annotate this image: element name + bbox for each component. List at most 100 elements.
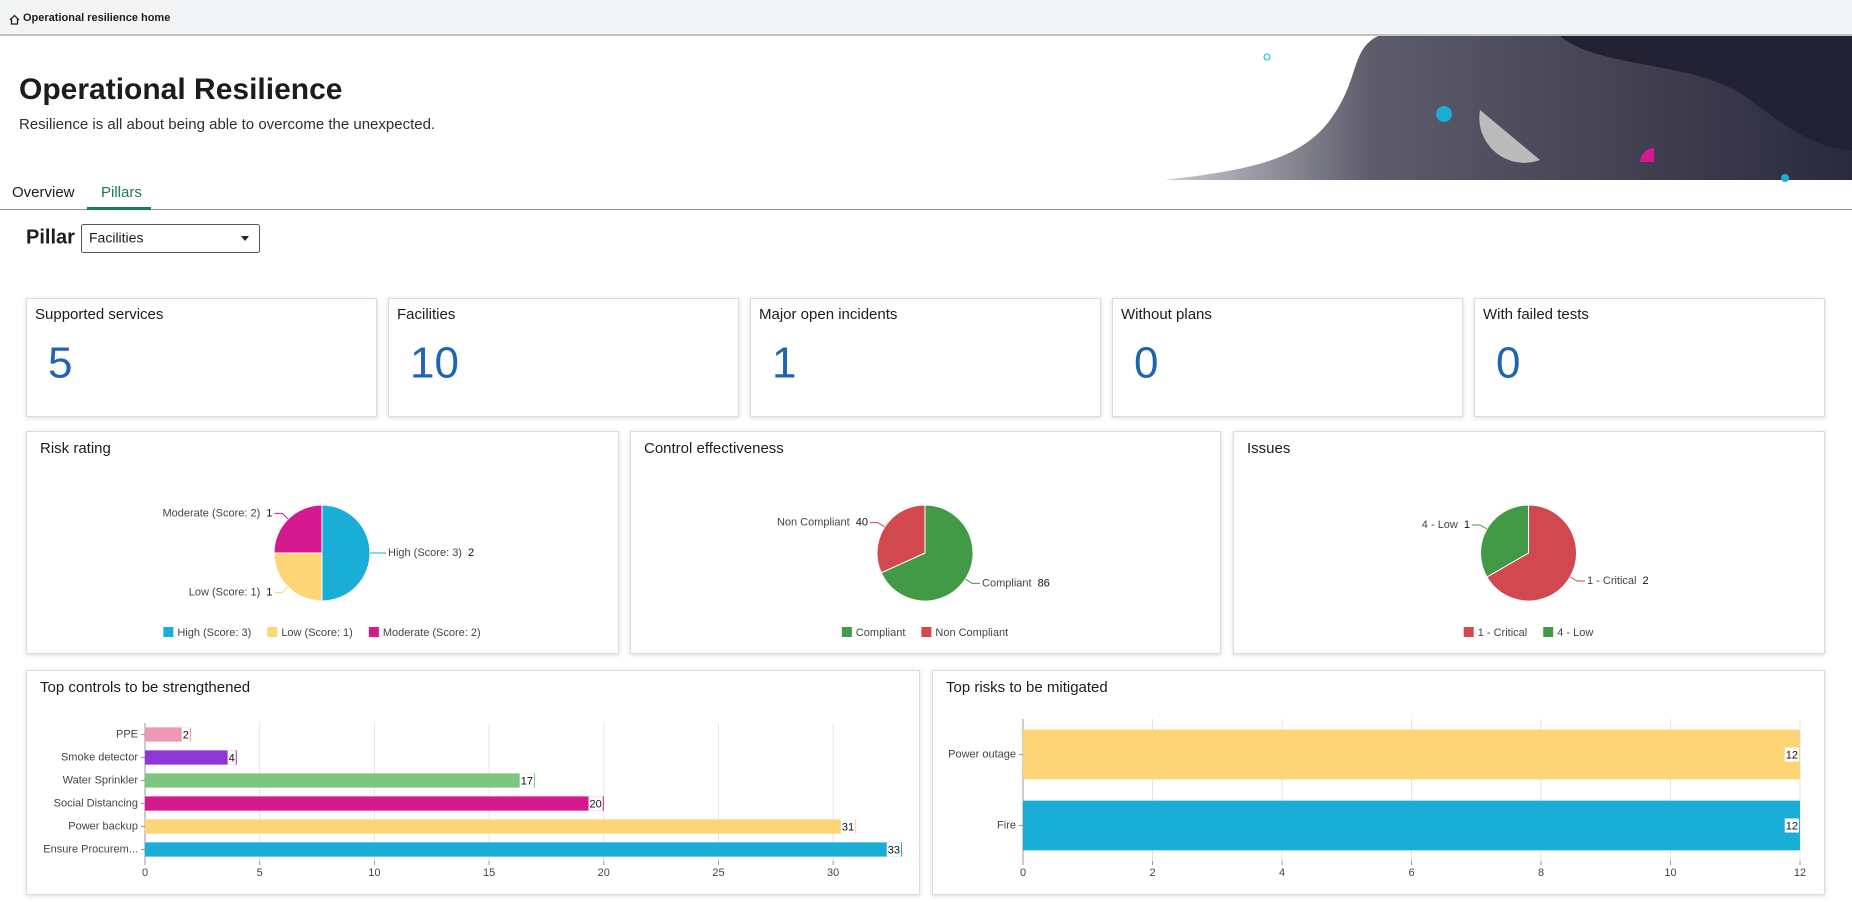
kpi-value: 10	[410, 339, 459, 388]
legend-swatch	[163, 627, 174, 637]
pie-label-name: Non Compliant	[777, 517, 850, 529]
card	[388, 298, 739, 417]
kpi-value: 1	[772, 339, 796, 388]
pie-label-value: 1	[266, 587, 272, 599]
pie-label: Non Compliant 40	[777, 517, 868, 529]
kpi-label: Major open incidents	[759, 306, 897, 323]
breadcrumb[interactable]: Operational resilience home	[23, 12, 170, 24]
pie-slice	[321, 504, 371, 602]
x-tick-label: 15	[483, 867, 495, 879]
bar	[145, 750, 237, 765]
bar	[145, 727, 191, 742]
pie-label-name: High (Score: 3)	[388, 547, 462, 559]
x-tick-label: 0	[1020, 867, 1026, 879]
legend: 1 - Critical 4 - Low	[1463, 627, 1593, 639]
kpi-label: With failed tests	[1483, 306, 1589, 323]
legend: Compliant Non Compliant	[841, 627, 1008, 639]
top-bar	[0, 0, 1852, 35]
value-label: 2	[183, 729, 189, 741]
legend-swatch	[921, 627, 932, 637]
card	[750, 298, 1101, 417]
pie-label-name: 4 - Low	[1422, 519, 1458, 531]
legend-label: Low (Score: 1)	[281, 627, 353, 639]
leader-line	[274, 586, 289, 594]
tab-underline	[87, 207, 151, 210]
page-subtitle: Resilience is all about being able to ov…	[19, 116, 435, 133]
card	[26, 298, 377, 417]
pie-label: Moderate (Score: 2) 1	[162, 507, 272, 519]
value-label: 33	[888, 844, 900, 856]
bar	[145, 819, 857, 834]
x-tick-label: 0	[142, 867, 148, 879]
card	[1112, 298, 1463, 417]
pie-label: High (Score: 3) 2	[388, 547, 474, 559]
pillar-select[interactable]	[81, 224, 260, 253]
select-arrow[interactable]	[241, 236, 249, 241]
x-tick-label: 30	[827, 867, 839, 879]
kpi-value: 5	[48, 339, 72, 388]
x-tick-label: 5	[257, 867, 263, 879]
pie-slice	[1486, 504, 1577, 602]
pie-label-value: 2	[468, 547, 474, 559]
y-tick-label: Smoke detector	[61, 751, 138, 763]
bar	[145, 796, 604, 811]
pillar-select-value[interactable]: Facilities	[89, 230, 143, 246]
legend: High (Score: 3) Low (Score: 1) Moderate (S…	[163, 627, 481, 639]
legend-swatch	[267, 627, 278, 637]
leader-line	[1472, 524, 1488, 530]
leader-line	[965, 578, 981, 584]
value-label: 12	[1786, 820, 1798, 832]
y-tick-label: Water Sprinkler	[63, 774, 139, 786]
value-label-bg	[840, 819, 856, 834]
x-tick-label: 4	[1279, 867, 1285, 879]
value-label-bg	[886, 842, 901, 857]
banner-art	[1781, 174, 1789, 182]
value-label: 20	[590, 798, 602, 810]
home-icon[interactable]	[9, 14, 20, 25]
legend-label: 1 - Critical	[1478, 627, 1528, 639]
legend-swatch	[1463, 627, 1474, 637]
value-label: 4	[229, 752, 235, 764]
banner-art	[1263, 53, 1271, 61]
legend-label: 4 - Low	[1557, 627, 1593, 639]
kpi-value: 0	[1134, 339, 1158, 388]
bar	[1023, 729, 1800, 780]
pie-label-value: 1	[266, 507, 272, 519]
value-label: 31	[842, 821, 854, 833]
leader-line	[274, 512, 289, 520]
value-label-bg	[1784, 747, 1799, 762]
bar	[145, 773, 535, 788]
x-tick-label: 6	[1408, 867, 1414, 879]
pie-label: 1 - Critical 2	[1587, 575, 1649, 587]
pie-label-value: 86	[1038, 577, 1050, 589]
value-label: 12	[1786, 749, 1798, 761]
chart-title: Risk rating	[40, 440, 111, 457]
legend-swatch	[1543, 627, 1554, 637]
legend-label: Non Compliant	[935, 627, 1008, 639]
pillar-label: Pillar	[26, 226, 75, 248]
y-tick-label: Social Distancing	[54, 797, 138, 809]
legend-label: Moderate (Score: 2)	[383, 627, 481, 639]
y-tick-label: Fire	[997, 819, 1016, 831]
y-tick-label: Power outage	[948, 748, 1016, 760]
tab[interactable]: Overview	[12, 184, 75, 201]
pie-label: Low (Score: 1) 1	[189, 587, 273, 599]
x-tick-label: 25	[712, 867, 724, 879]
page-title: Operational Resilience	[19, 73, 342, 106]
bar	[1023, 800, 1800, 851]
card	[932, 670, 1825, 895]
y-tick-label: PPE	[116, 728, 138, 740]
chart-title: Top controls to be strengthened	[40, 679, 250, 696]
tab-active[interactable]: Pillars	[101, 184, 142, 201]
banner-art	[1640, 148, 1654, 162]
leader-line	[1569, 576, 1585, 582]
pie-slice	[876, 504, 926, 574]
x-tick-label: 10	[1664, 867, 1676, 879]
banner-art	[1479, 110, 1540, 163]
kpi-label: Without plans	[1121, 306, 1212, 323]
kpi-label: Facilities	[397, 306, 455, 323]
x-tick-label: 2	[1149, 867, 1155, 879]
card	[1474, 298, 1825, 417]
pie-label-value: 1	[1464, 519, 1470, 531]
